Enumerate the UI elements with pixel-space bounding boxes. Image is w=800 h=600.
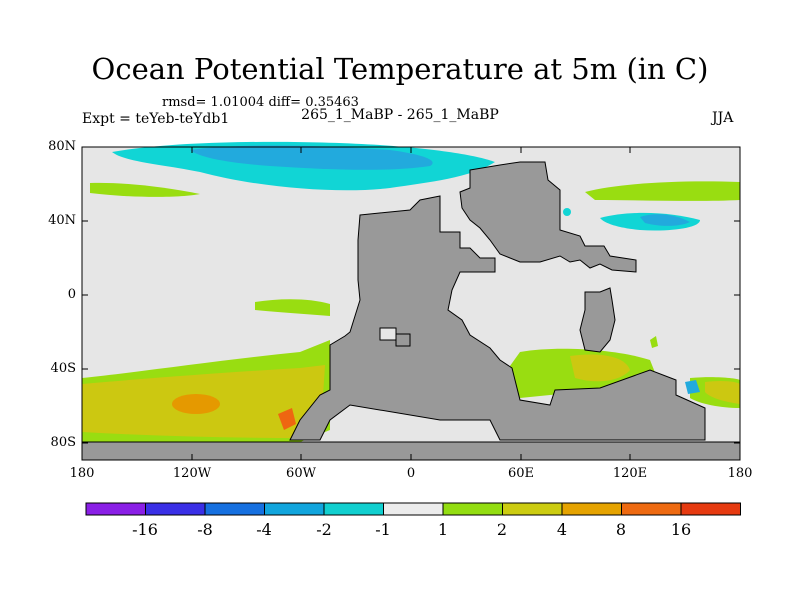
land-australia xyxy=(579,287,616,353)
colorbar-label: -4 xyxy=(256,520,272,539)
colorbar-swatch xyxy=(442,502,503,516)
colorbar-swatch xyxy=(502,502,563,516)
colorbar-label: 1 xyxy=(437,520,449,539)
lon-tick-label: 60E xyxy=(507,466,535,481)
land-eurasia xyxy=(459,161,637,273)
season-label: JJA xyxy=(712,110,734,126)
lon-tick-label: 60W xyxy=(286,466,316,481)
colorbar-swatch xyxy=(145,502,206,516)
lat-tick-label: 0 xyxy=(67,287,76,302)
colorbar-label: 16 xyxy=(670,520,692,539)
tropical-pacific-positive-strip xyxy=(255,299,330,316)
small-positive-patch-se xyxy=(650,336,658,348)
indian-ocean-warm-region xyxy=(570,354,630,382)
colorbar-swatch xyxy=(383,502,444,516)
axis-ticks xyxy=(81,146,741,460)
inland-sea xyxy=(379,327,397,341)
lat-tick-label: 40S xyxy=(50,361,76,376)
lat-tick-label: 80S xyxy=(50,435,76,450)
land-island xyxy=(395,333,411,347)
colorbar-label: -8 xyxy=(197,520,213,539)
colorbar-swatch xyxy=(561,502,622,516)
colorbar-label: -2 xyxy=(316,520,332,539)
south-pacific-hottest-spot xyxy=(278,408,296,430)
colorbar-swatch xyxy=(680,502,741,516)
lat-tick-label: 40N xyxy=(48,213,76,228)
colorbar-swatch xyxy=(621,502,682,516)
small-negative-patch-south xyxy=(685,380,700,394)
colorbar-swatch xyxy=(264,502,325,516)
lon-tick-label: 120W xyxy=(172,466,212,481)
lon-tick-label: 180 xyxy=(727,466,753,481)
arctic-strong-negative-region xyxy=(190,145,433,170)
colorbar-swatch xyxy=(204,502,265,516)
lon-tick-label: 0 xyxy=(406,466,416,481)
map-title: Ocean Potential Temperature at 5m (in C) xyxy=(91,52,709,86)
small-negative-spot xyxy=(563,208,571,216)
colorbar-swatch xyxy=(323,502,384,516)
north-pacific-positive-region xyxy=(585,181,740,201)
colorbar-label: 4 xyxy=(556,520,568,539)
colorbar-swatch xyxy=(85,502,146,516)
colorbar-label: 8 xyxy=(615,520,627,539)
colorbar-label: -1 xyxy=(375,520,391,539)
south-pacific-east-warm xyxy=(705,380,740,404)
colorbar-label: -16 xyxy=(132,520,158,539)
south-pacific-hot-spot xyxy=(172,394,220,414)
lon-tick-label: 120E xyxy=(612,466,648,481)
land-americas-africa xyxy=(289,195,706,441)
case-label: 265_1_MaBP - 265_1_MaBP xyxy=(301,107,499,123)
lon-tick-label: 180 xyxy=(69,466,95,481)
north-atlantic-positive-region xyxy=(90,182,200,197)
lat-tick-label: 80N xyxy=(48,139,76,154)
colorbar-label: 2 xyxy=(496,520,508,539)
experiment-label: Expt = teYeb-teYdb1 xyxy=(82,111,230,127)
stats-label: rmsd= 1.01004 diff= 0.35463 xyxy=(162,95,359,110)
north-pacific-strong-negative-region xyxy=(640,214,690,226)
colorbar xyxy=(85,502,741,516)
